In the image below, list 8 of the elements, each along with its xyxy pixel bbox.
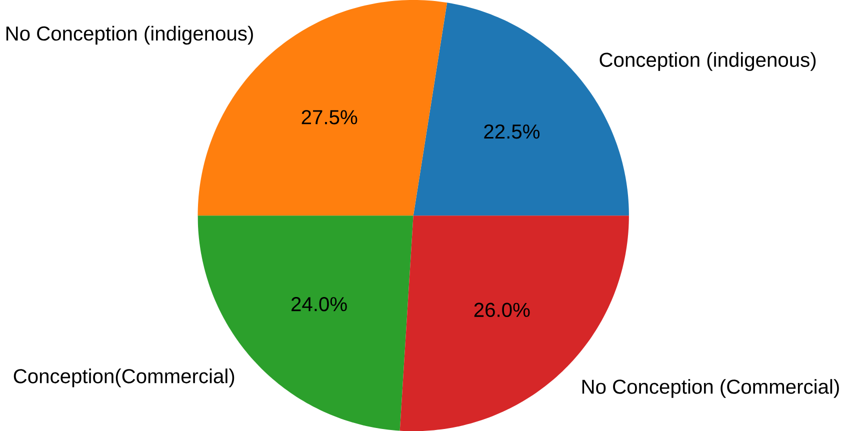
slice-label: No Conception (indigenous) — [6, 26, 253, 45]
data-label: 27.5% — [302, 110, 358, 124]
data-label: 22.5% — [484, 124, 540, 139]
slice-label: Conception(Commercial) — [14, 368, 234, 388]
data-label: 26.0% — [474, 302, 530, 317]
slice-label: Conception (indigenous) — [600, 52, 816, 71]
slice-label: No Conception (Commercial) — [582, 379, 839, 398]
data-label: 24.0% — [292, 296, 347, 312]
